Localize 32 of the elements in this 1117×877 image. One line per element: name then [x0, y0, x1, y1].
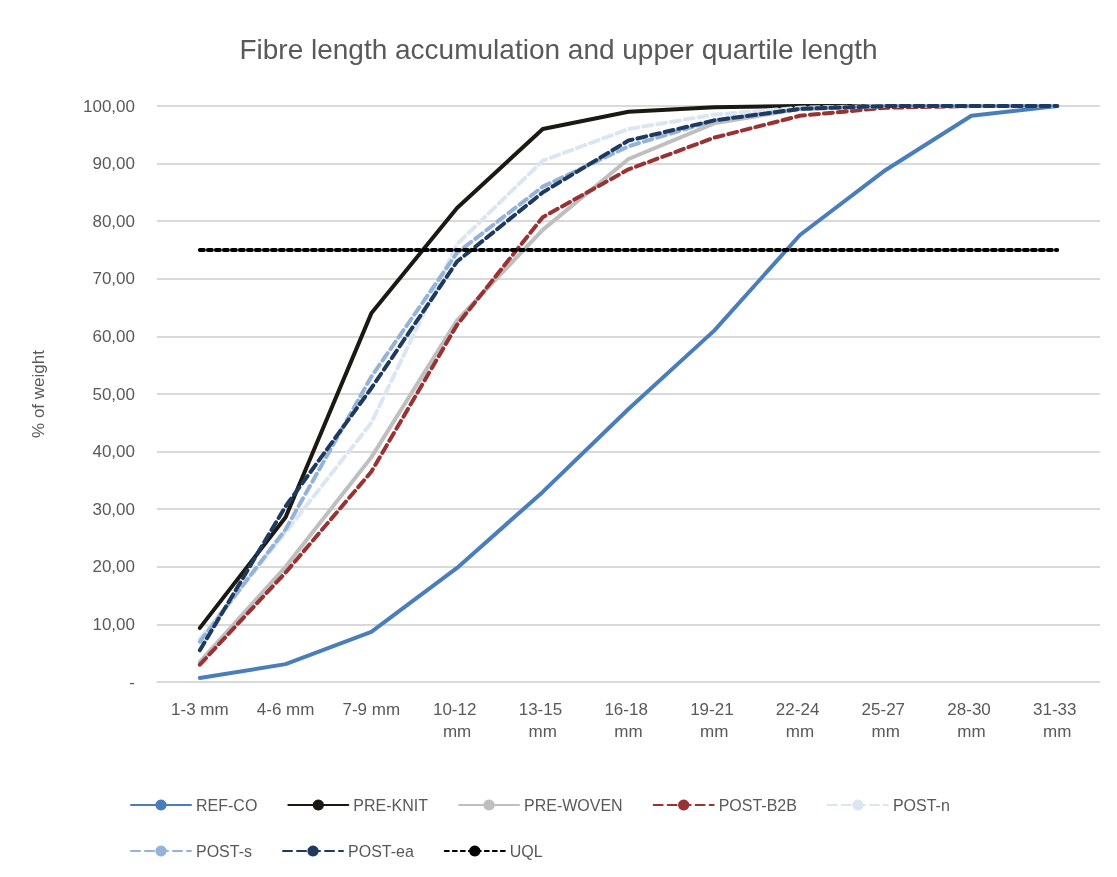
x-tick-label: 31-33 mm: [1033, 699, 1082, 741]
legend-label: PRE-WOVEN: [524, 796, 623, 814]
x-tick-label: 7-9 mm: [342, 699, 401, 719]
x-tick-label: 16-18 mm: [604, 699, 653, 741]
legend-label: PRE-KNIT: [353, 796, 429, 814]
y-tick-label: 70,00: [92, 269, 135, 289]
y-axis-title: % of weight: [29, 349, 48, 438]
y-tick-label: 30,00: [92, 499, 135, 519]
y-tick-label: 20,00: [92, 557, 135, 577]
y-tick-label: 100,00: [83, 96, 135, 116]
x-tick-label: 25-27 mm: [861, 699, 910, 741]
y-tick-label: 90,00: [92, 154, 135, 174]
x-tick-label: 4-6 mm: [256, 699, 315, 719]
legend-label: POST-s: [196, 842, 253, 860]
y-tick-label: -: [129, 672, 135, 692]
x-tick-label: 22-24 mm: [775, 699, 825, 741]
legend-label: POST-ea: [348, 842, 414, 860]
legend-label: POST-n: [892, 796, 950, 814]
x-tick-label: 28-30 mm: [947, 699, 996, 741]
legend-label: POST-B2B: [718, 796, 797, 814]
legend-label: REF-CO: [196, 796, 258, 814]
x-tick-label: 10-12 mm: [432, 699, 482, 741]
y-tick-label: 60,00: [92, 326, 135, 346]
y-tick-label: 40,00: [92, 442, 135, 462]
chart-title: Fibre length accumulation and upper quartile length: [239, 33, 878, 65]
x-tick-label: 19-21 mm: [690, 699, 739, 741]
legend-label: UQL: [509, 842, 543, 860]
y-tick-label: 80,00: [92, 211, 135, 231]
x-tick-label: 1-3 mm: [171, 699, 229, 719]
y-tick-label: 50,00: [92, 384, 135, 404]
y-tick-label: 10,00: [92, 614, 135, 634]
x-tick-label: 13-15 mm: [518, 699, 567, 741]
